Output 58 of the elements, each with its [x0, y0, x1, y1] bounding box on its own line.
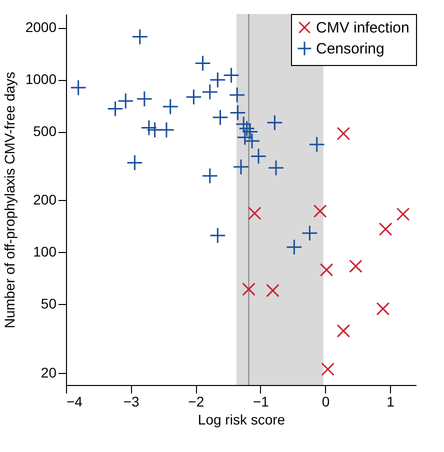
- point: [268, 160, 284, 176]
- x-tick-label: 0: [322, 394, 330, 410]
- point: [210, 227, 226, 244]
- y-tick-label: 2000: [25, 19, 57, 36]
- legend-label: CMV infection: [316, 20, 410, 36]
- point: [242, 282, 256, 296]
- point: [320, 263, 334, 277]
- y-tick-label: 1000: [25, 71, 57, 88]
- point: [136, 90, 153, 108]
- point: [376, 302, 390, 316]
- x-tick-label: 1: [386, 394, 395, 410]
- point: [107, 100, 124, 117]
- point: [336, 324, 350, 338]
- legend-label: Censoring: [316, 40, 384, 58]
- point: [202, 168, 218, 184]
- point: [194, 55, 211, 72]
- point: [117, 92, 134, 110]
- point: [223, 67, 240, 84]
- x-tick-label: −2: [188, 394, 204, 410]
- point: [70, 80, 86, 96]
- point: [212, 109, 228, 126]
- point: [321, 362, 335, 376]
- point: [132, 28, 148, 45]
- x-axis-title: Log risk score: [198, 412, 286, 428]
- x-tick-label: −1: [252, 394, 270, 410]
- point: [186, 88, 202, 106]
- point: [244, 132, 260, 150]
- point: [396, 208, 410, 221]
- point: [236, 129, 254, 146]
- point: [250, 148, 267, 164]
- point: [349, 259, 362, 273]
- point: [228, 86, 246, 104]
- point: [248, 206, 262, 220]
- point: [266, 284, 280, 298]
- x-tick-label: −4: [66, 394, 83, 410]
- point: [266, 114, 283, 131]
- point: [313, 204, 327, 218]
- point: [286, 238, 302, 256]
- point: [162, 98, 179, 115]
- point: [308, 136, 325, 153]
- point: [302, 224, 318, 242]
- point: [126, 154, 143, 171]
- point: [140, 120, 158, 136]
- point: [202, 84, 218, 100]
- y-tick-label: 50: [40, 296, 57, 312]
- point: [230, 104, 246, 121]
- x-tick-label: −3: [123, 394, 140, 410]
- y-tick-label: 200: [33, 192, 57, 208]
- y-tick-label: 20: [40, 364, 57, 380]
- point: [210, 72, 226, 88]
- y-tick-label: 100: [33, 244, 57, 260]
- y-axis-title: Number of off-prophylaxis CMV-free days: [1, 72, 18, 328]
- y-tick-label: 500: [33, 123, 57, 140]
- point: [232, 158, 250, 176]
- point: [238, 120, 255, 137]
- point: [378, 222, 392, 236]
- point: [336, 126, 350, 140]
- point: [158, 122, 175, 138]
